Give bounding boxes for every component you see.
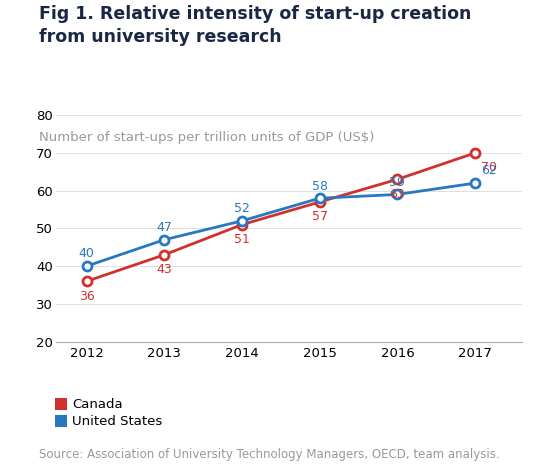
Text: 36: 36	[79, 290, 94, 302]
Text: 57: 57	[312, 210, 327, 223]
Text: 51: 51	[234, 233, 250, 246]
Text: Source: Association of University Technology Managers, OECD, team analysis.: Source: Association of University Techno…	[39, 448, 500, 461]
Text: 62: 62	[481, 164, 497, 177]
Text: 58: 58	[312, 180, 327, 192]
Text: 43: 43	[157, 263, 172, 276]
Legend: Canada, United States: Canada, United States	[51, 393, 168, 434]
Text: 63: 63	[390, 188, 405, 201]
Text: 59: 59	[390, 176, 405, 189]
Text: 70: 70	[481, 161, 497, 174]
Text: 47: 47	[157, 221, 172, 234]
Text: Number of start-ups per trillion units of GDP (US$): Number of start-ups per trillion units o…	[39, 131, 374, 144]
Text: Fig 1. Relative intensity of start-up creation
from university research: Fig 1. Relative intensity of start-up cr…	[39, 5, 471, 45]
Text: 40: 40	[79, 248, 94, 261]
Text: 52: 52	[234, 202, 250, 215]
